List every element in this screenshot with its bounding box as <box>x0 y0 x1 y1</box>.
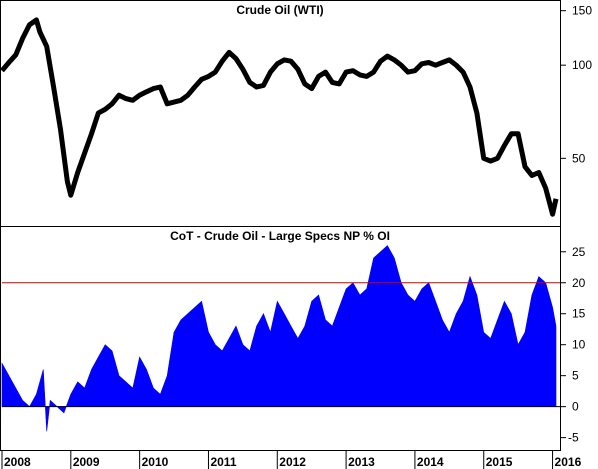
cot-y-axis: -5 0 5 10 15 20 25 <box>560 245 586 445</box>
bottom-panel-frame <box>0 226 561 451</box>
x-tick-label: 2015 <box>486 455 513 469</box>
x-tick-label: 2012 <box>279 455 306 469</box>
x-tick-label: 2010 <box>142 455 169 469</box>
price-chart-title: Crude Oil (WTI) <box>236 3 323 17</box>
price-y-tick-label: 50 <box>572 151 586 165</box>
x-axis: 2008 2009 2010 2011 2012 2013 2014 2015 2016 <box>1 450 582 469</box>
cot-y-tick-label: 5 <box>572 369 579 383</box>
x-tick-label: 2013 <box>348 455 375 469</box>
price-y-tick-label: 150 <box>572 4 592 18</box>
cot-chart-title: CoT - Crude Oil - Large Specs NP % OI <box>170 229 390 243</box>
x-tick-label: 2009 <box>73 455 100 469</box>
price-y-axis: 50 100 150 <box>560 4 592 165</box>
cot-y-tick-label: 20 <box>572 276 586 290</box>
x-tick-label: 2011 <box>210 455 236 469</box>
cot-area <box>1 245 557 432</box>
x-tick-label: 2008 <box>4 455 31 469</box>
cot-y-tick-label: 25 <box>572 245 586 259</box>
price-y-tick-label: 100 <box>572 58 592 72</box>
cot-y-tick-label: -5 <box>568 431 579 445</box>
cot-series-group <box>1 245 560 432</box>
cot-y-tick-label: 0 <box>572 400 579 414</box>
x-tick-label: 2014 <box>417 455 444 469</box>
price-line <box>0 17 559 217</box>
price-series-group <box>0 17 559 217</box>
x-tick-label: 2016 <box>555 455 582 469</box>
cot-y-tick-label: 10 <box>572 338 586 352</box>
cot-y-tick-label: 15 <box>572 307 586 321</box>
